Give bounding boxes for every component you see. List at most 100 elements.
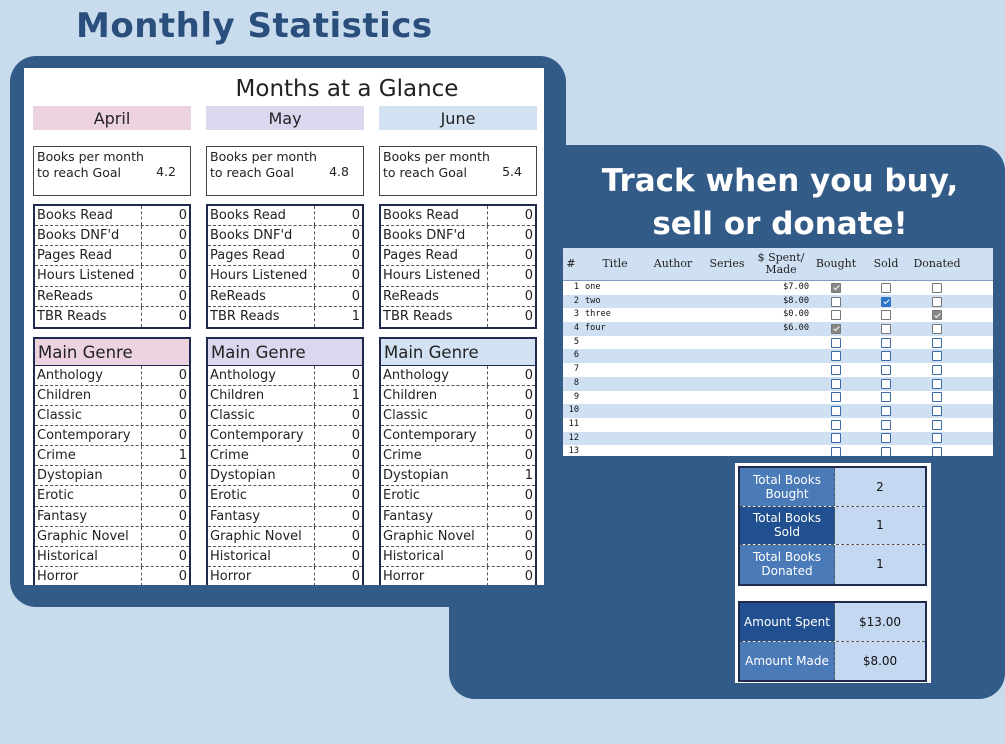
donated-checkbox[interactable]	[932, 392, 942, 403]
author-cell[interactable]	[645, 418, 701, 432]
stat-value[interactable]: 0	[524, 208, 533, 223]
genre-value[interactable]: 0	[524, 568, 533, 584]
genre-value[interactable]: 0	[524, 488, 533, 504]
bought-checkbox[interactable]	[831, 310, 841, 321]
stat-value[interactable]: 0	[351, 288, 360, 304]
stat-value[interactable]: 0	[524, 228, 533, 244]
col-header-number[interactable]: #	[566, 257, 576, 270]
author-cell[interactable]	[645, 377, 701, 391]
series-cell[interactable]	[701, 377, 753, 391]
sold-checkbox[interactable]	[881, 406, 891, 417]
genre-value[interactable]: 0	[178, 528, 187, 544]
donated-checkbox[interactable]	[932, 323, 942, 334]
author-cell[interactable]	[645, 363, 701, 377]
book-title-cell[interactable]	[583, 391, 645, 405]
sold-checkbox[interactable]	[881, 392, 891, 403]
donated-checkbox[interactable]	[932, 337, 942, 348]
genre-value[interactable]: 1	[178, 448, 187, 464]
amount-cell[interactable]	[753, 377, 811, 391]
genre-value[interactable]: 1	[524, 468, 533, 484]
book-title-cell[interactable]: three	[585, 309, 611, 320]
genre-value[interactable]: 0	[524, 387, 533, 403]
book-title-cell[interactable]	[583, 363, 645, 377]
genre-value[interactable]: 0	[524, 428, 533, 444]
sold-checkbox[interactable]	[881, 447, 891, 456]
col-header-donated[interactable]: Donated	[913, 257, 961, 270]
author-cell[interactable]	[645, 432, 701, 446]
genre-value[interactable]: 1	[351, 387, 360, 403]
genre-value[interactable]: 0	[351, 448, 360, 464]
series-cell[interactable]	[701, 281, 753, 295]
stat-value[interactable]: 0	[524, 268, 533, 284]
stat-value[interactable]: 0	[524, 288, 533, 304]
donated-checkbox[interactable]	[932, 351, 942, 362]
genre-value[interactable]: 0	[178, 408, 187, 424]
book-title-cell[interactable]: one	[585, 282, 601, 292]
stat-value[interactable]: 0	[351, 268, 360, 284]
sold-checkbox[interactable]	[881, 351, 891, 362]
bought-checkbox[interactable]	[831, 323, 841, 334]
sold-checkbox[interactable]	[881, 378, 891, 389]
genre-value[interactable]: 0	[351, 488, 360, 504]
book-title-cell[interactable]	[583, 418, 645, 432]
genre-value[interactable]: 0	[351, 548, 360, 564]
author-cell[interactable]	[645, 336, 701, 350]
stat-value[interactable]: 0	[178, 308, 187, 324]
col-header-sold[interactable]: Sold	[873, 257, 899, 270]
series-cell[interactable]	[701, 295, 753, 309]
book-title-cell[interactable]	[583, 404, 645, 418]
stat-value[interactable]: 0	[178, 248, 187, 264]
donated-checkbox[interactable]	[932, 419, 942, 430]
bought-checkbox[interactable]	[831, 351, 841, 362]
book-title-cell[interactable]	[583, 349, 645, 363]
genre-value[interactable]: 0	[524, 408, 533, 424]
author-cell[interactable]	[645, 308, 701, 322]
series-cell[interactable]	[701, 404, 753, 418]
genre-value[interactable]: 0	[178, 468, 187, 484]
genre-value[interactable]: 0	[351, 468, 360, 484]
donated-checkbox[interactable]	[932, 378, 942, 389]
donated-checkbox[interactable]	[932, 406, 942, 417]
col-header-bought[interactable]: Bought	[815, 257, 857, 270]
donated-checkbox[interactable]	[932, 364, 942, 375]
sold-checkbox[interactable]	[881, 337, 891, 348]
book-title-cell[interactable]	[583, 432, 645, 446]
col-header-author[interactable]: Author	[653, 257, 693, 270]
amount-cell[interactable]: $7.00	[783, 282, 809, 292]
stat-value[interactable]: 0	[178, 208, 187, 223]
amount-cell[interactable]: $8.00	[783, 295, 809, 306]
series-cell[interactable]	[701, 432, 753, 446]
donated-checkbox[interactable]	[932, 433, 942, 444]
donated-checkbox[interactable]	[932, 282, 942, 293]
genre-value[interactable]: 0	[524, 548, 533, 564]
genre-value[interactable]: 0	[524, 508, 533, 524]
book-title-cell[interactable]	[583, 445, 645, 456]
series-cell[interactable]	[701, 363, 753, 377]
col-header-series[interactable]: Series	[709, 257, 745, 270]
author-cell[interactable]	[645, 295, 701, 309]
author-cell[interactable]	[645, 404, 701, 418]
author-cell[interactable]	[645, 391, 701, 405]
book-title-cell[interactable]: two	[585, 295, 601, 306]
genre-value[interactable]: 0	[351, 528, 360, 544]
book-title-cell[interactable]: four	[585, 323, 606, 334]
genre-value[interactable]: 0	[351, 367, 360, 383]
amount-cell[interactable]	[753, 432, 811, 446]
donated-checkbox[interactable]	[932, 447, 942, 456]
genre-value[interactable]: 0	[178, 367, 187, 383]
amount-cell[interactable]	[753, 349, 811, 363]
donated-checkbox[interactable]	[932, 310, 942, 321]
amount-cell[interactable]	[753, 445, 811, 456]
bought-checkbox[interactable]	[831, 337, 841, 348]
bought-checkbox[interactable]	[831, 364, 841, 375]
amount-cell[interactable]: $0.00	[783, 309, 809, 320]
genre-value[interactable]: 0	[351, 408, 360, 424]
genre-value[interactable]: 0	[178, 508, 187, 524]
bought-checkbox[interactable]	[831, 392, 841, 403]
genre-value[interactable]: 0	[524, 448, 533, 464]
amount-cell[interactable]	[753, 404, 811, 418]
amount-cell[interactable]	[753, 363, 811, 377]
bought-checkbox[interactable]	[831, 378, 841, 389]
bought-checkbox[interactable]	[831, 447, 841, 456]
sold-checkbox[interactable]	[881, 282, 891, 293]
